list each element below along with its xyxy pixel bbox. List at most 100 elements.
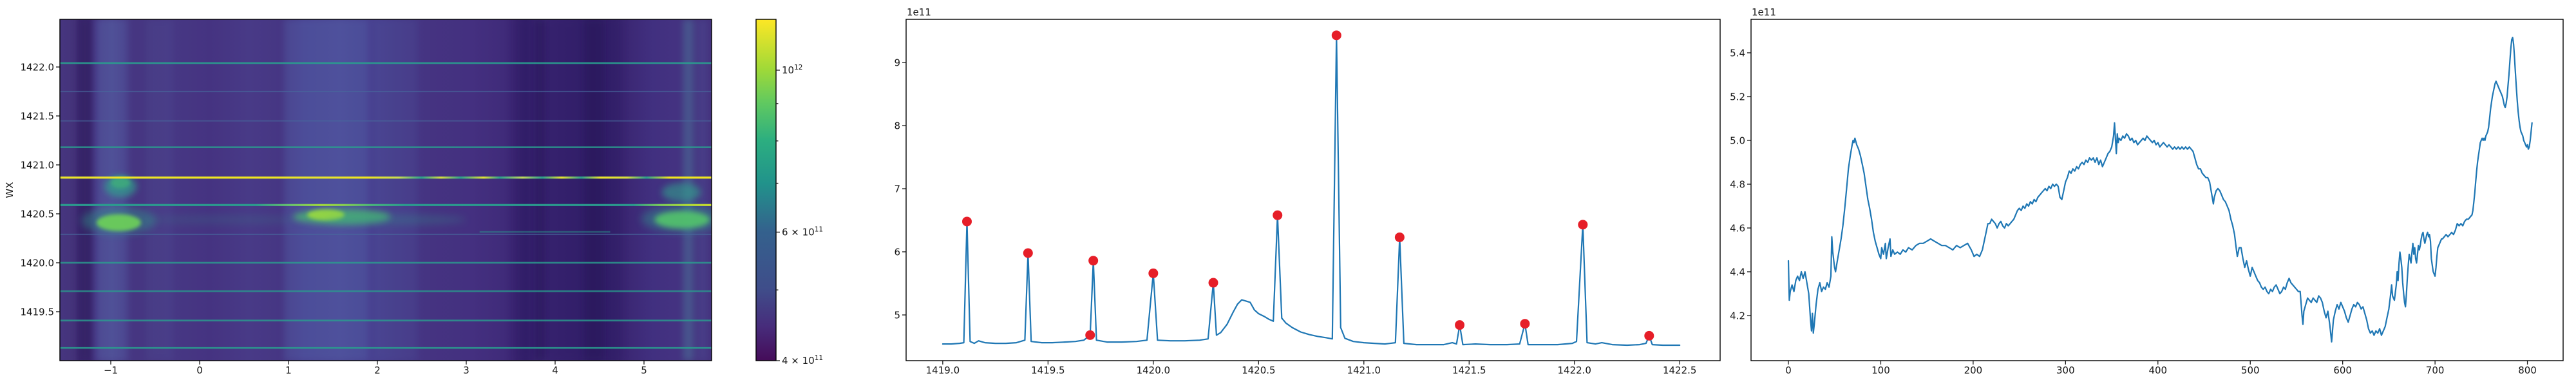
- x-tick-label: 500: [2241, 365, 2260, 376]
- emission-line: [60, 90, 712, 93]
- emission-blob: [324, 214, 466, 225]
- peak-marker: [1088, 256, 1099, 266]
- x-tick-label: 5: [641, 365, 647, 376]
- x-tick-label: 4: [552, 365, 558, 376]
- peak-marker: [1394, 232, 1405, 242]
- peak-marker: [1331, 30, 1341, 41]
- x-tick-label: 1421.5: [1452, 365, 1486, 376]
- colorbar-tick-label: 4 × 1011: [782, 354, 823, 366]
- peak-marker: [1023, 248, 1033, 258]
- x-tick-label: 1420.5: [1242, 365, 1276, 376]
- heatmap-vertical-band: [284, 19, 369, 361]
- colorbar-frame: [755, 19, 777, 361]
- y-tick-label: 4.2: [1730, 310, 1745, 321]
- x-tick-label: 0: [1785, 365, 1792, 376]
- heatmap-vertical-band: [697, 19, 708, 361]
- heatmap-vertical-band: [584, 19, 604, 361]
- x-tick-label: 1422.0: [1557, 365, 1591, 376]
- x-tick-label: 3: [463, 365, 469, 376]
- x-tick-label: −1: [104, 365, 118, 376]
- lightcurve-frame: [1750, 19, 2564, 361]
- spectrum-peak-markers: [961, 30, 1654, 341]
- lightcurve-axes: 0 100 200 300 400 500 600 700 800 4.2 4.4 4.6 4.8 5.0…: [1730, 47, 2537, 376]
- peak-marker: [1644, 330, 1654, 341]
- x-tick-label: 100: [1871, 365, 1890, 376]
- y-tick-label: 4.6: [1730, 222, 1745, 234]
- spectrum-frame: [905, 19, 1721, 361]
- spectrum-offset-label: 1e11: [907, 6, 931, 18]
- x-tick-label: 1420.0: [1137, 365, 1171, 376]
- y-tick-label: 1421.0: [21, 160, 55, 171]
- heatmap-vertical-band: [535, 19, 545, 361]
- x-tick-label: 400: [2148, 365, 2167, 376]
- lightcurve-line: [1787, 37, 2533, 343]
- x-tick-label: 1421.0: [1347, 365, 1381, 376]
- heatmap-vertical-band: [373, 19, 418, 361]
- y-tick-label: 5.2: [1730, 91, 1745, 102]
- colorbar-tick-label: 6 × 1011: [782, 225, 823, 238]
- colorbar-panel: 1012 6 × 1011 4 × 1011: [755, 19, 823, 366]
- emission-line: [60, 204, 712, 206]
- emission-blob: [654, 211, 710, 229]
- emission-line: [60, 261, 712, 264]
- emission-line: [479, 231, 611, 233]
- peak-marker: [1208, 278, 1218, 288]
- peak-marker: [1520, 319, 1530, 329]
- heatmap-axes: −1 0 1 2 3 4 5 1422.0 1421.5 1421.0 1420.5 1420.0 14…: [21, 62, 647, 376]
- y-tick-label: 9: [894, 57, 900, 69]
- emission-line: [60, 120, 712, 122]
- peak-marker: [1455, 320, 1465, 330]
- spectrum-line: [942, 34, 1681, 346]
- heatmap-frame: [59, 19, 712, 361]
- y-tick-label: 8: [894, 120, 900, 132]
- lightcurve-panel: 0 100 200 300 400 500 600 700 800 4.2 4.4 4.6 4.8 5.0…: [1730, 6, 2564, 376]
- x-tick-label: 1419.0: [926, 365, 960, 376]
- y-tick-label: 5: [894, 309, 900, 321]
- heatmap-vertical-band: [515, 19, 622, 361]
- y-tick-label: 6: [894, 247, 900, 258]
- y-tick-label: 4.8: [1730, 178, 1745, 190]
- emission-blob: [146, 215, 307, 224]
- x-tick-label: 0: [196, 365, 203, 376]
- y-tick-label: 7: [894, 184, 900, 195]
- emission-line: [60, 290, 712, 292]
- x-tick-label: 1: [285, 365, 292, 376]
- y-tick-label: 1420.0: [21, 258, 55, 269]
- heatmap-panel: −1 0 1 2 3 4 5 1422.0 1421.5 1421.0 1420.5 1420.0 14…: [4, 19, 712, 376]
- x-tick-label: 2: [374, 365, 381, 376]
- x-tick-label: 1419.5: [1031, 365, 1065, 376]
- emission-blob: [96, 214, 141, 231]
- y-tick-label: 5.4: [1730, 47, 1745, 59]
- x-tick-label: 300: [2056, 365, 2075, 376]
- emission-line: [60, 146, 712, 149]
- emission-line: [60, 233, 712, 236]
- emission-blob: [111, 176, 131, 189]
- heatmap-vertical-band: [146, 19, 173, 361]
- y-tick-label: 1419.5: [21, 307, 55, 318]
- x-tick-label: 600: [2333, 365, 2352, 376]
- peak-marker: [1085, 330, 1095, 340]
- peak-marker: [1578, 220, 1588, 230]
- emission-blob: [661, 183, 701, 202]
- emission-line: [60, 319, 712, 322]
- colorbar-tick-label: 1012: [782, 64, 802, 76]
- x-tick-label: 700: [2426, 365, 2445, 376]
- y-tick-label: 1422.0: [21, 62, 55, 73]
- colorbar-ticks: 1012 6 × 1011 4 × 1011: [776, 64, 823, 366]
- emission-line: [60, 176, 712, 179]
- x-tick-label: 800: [2518, 365, 2537, 376]
- emission-line: [60, 346, 712, 349]
- y-tick-label: 5.0: [1730, 135, 1745, 146]
- heatmap-vertical-band: [79, 19, 91, 361]
- y-tick-label: 4.4: [1730, 266, 1745, 278]
- x-tick-label: 200: [1964, 365, 1983, 376]
- peak-marker: [1273, 210, 1283, 220]
- emission-line: [60, 62, 712, 64]
- colorbar-gradient: [756, 19, 776, 361]
- lightcurve-offset-label: 1e11: [1752, 6, 1776, 18]
- heatmap-ylabel: WX: [4, 182, 15, 198]
- peak-marker: [961, 216, 972, 227]
- peak-marker: [1148, 268, 1159, 278]
